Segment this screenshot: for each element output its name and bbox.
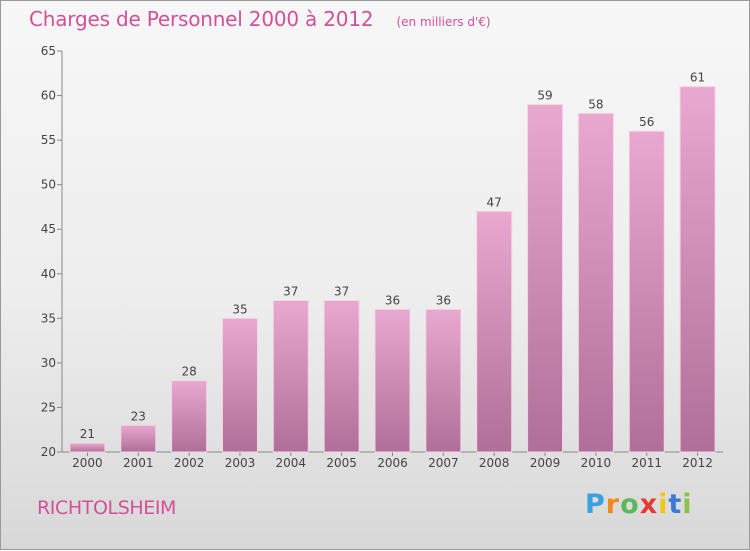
x-tick-label-2009: 2009 <box>530 456 561 470</box>
x-tick-label-2000: 2000 <box>72 456 103 470</box>
x-tick-label-2006: 2006 <box>377 456 408 470</box>
value-label-2009: 59 <box>537 88 552 102</box>
bar-2000 <box>69 442 106 453</box>
bar-2010 <box>577 112 614 453</box>
value-label-2005: 37 <box>334 285 349 299</box>
x-tick-label-2011: 2011 <box>631 456 662 470</box>
bar-2001 <box>120 424 157 453</box>
bar-2007 <box>425 308 462 453</box>
value-label-2004: 37 <box>283 285 298 299</box>
x-tick-label-2012: 2012 <box>682 456 713 470</box>
value-label-2000: 21 <box>80 427 95 441</box>
x-tick-label-2002: 2002 <box>174 456 205 470</box>
bar-2005 <box>323 300 360 453</box>
chart-title-row: Charges de Personnel 2000 à 2012 (en mil… <box>29 7 491 31</box>
y-tick-label: 45 <box>41 222 56 236</box>
bar-2004 <box>272 300 309 453</box>
bar-2002 <box>171 380 208 453</box>
value-label-2011: 56 <box>639 115 654 129</box>
y-tick-label: 35 <box>41 311 56 325</box>
x-tick-label-2003: 2003 <box>225 456 256 470</box>
y-tick-label: 30 <box>41 356 56 370</box>
y-tick-label: 40 <box>41 267 56 281</box>
y-tick-label: 25 <box>41 400 56 414</box>
value-label-2012: 61 <box>690 71 705 85</box>
bar-2012 <box>679 86 716 453</box>
bar-2006 <box>374 308 411 453</box>
value-label-2007: 36 <box>436 293 451 307</box>
x-tick-label-2010: 2010 <box>581 456 612 470</box>
value-label-2010: 58 <box>588 97 603 111</box>
value-label-2003: 35 <box>232 302 247 316</box>
value-label-2002: 28 <box>181 365 196 379</box>
y-tick-label: 65 <box>41 44 56 58</box>
x-tick-label-2008: 2008 <box>479 456 510 470</box>
x-tick-label-2001: 2001 <box>123 456 154 470</box>
value-label-2008: 47 <box>487 195 502 209</box>
y-tick-label: 60 <box>41 89 56 103</box>
x-tick-label-2007: 2007 <box>428 456 459 470</box>
chart-title: Charges de Personnel 2000 à 2012 <box>29 7 374 31</box>
y-tick-label: 50 <box>41 178 56 192</box>
chart-unit: (en milliers d'€) <box>396 15 491 29</box>
x-tick-label-2004: 2004 <box>276 456 307 470</box>
bar-2009 <box>527 103 564 453</box>
bar-2011 <box>628 130 665 453</box>
y-tick-label: 20 <box>41 445 56 459</box>
x-tick-label-2005: 2005 <box>326 456 357 470</box>
y-tick-label: 55 <box>41 133 56 147</box>
commune-name: RICHTOLSHEIM <box>37 497 177 519</box>
value-label-2001: 23 <box>131 409 146 423</box>
bar-2008 <box>476 210 513 453</box>
value-label-2006: 36 <box>385 293 400 307</box>
bar-2003 <box>221 317 258 453</box>
proxiti-logo[interactable]: Proxiti <box>585 489 693 520</box>
